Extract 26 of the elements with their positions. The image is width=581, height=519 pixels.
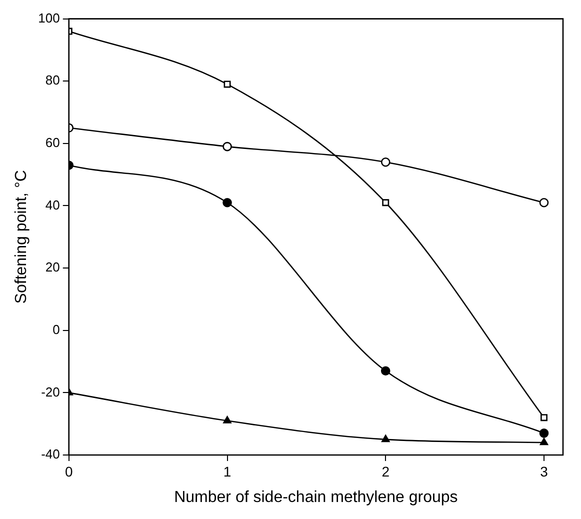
point — [539, 198, 549, 208]
point — [382, 434, 390, 442]
y-tick-label: 80 — [45, 72, 60, 88]
point — [380, 157, 390, 167]
point — [382, 199, 390, 206]
point — [222, 198, 232, 208]
x-tick-label: 2 — [382, 463, 390, 480]
x-axis-title: Number of side-chain methylene groups — [174, 488, 458, 506]
point — [540, 438, 548, 446]
y-tick-label: 100 — [38, 10, 60, 26]
y-tick-label: 0 — [52, 322, 60, 337]
point — [222, 142, 232, 152]
point — [380, 366, 390, 376]
y-tick-label: -40 — [41, 446, 60, 462]
x-tick-label: 3 — [540, 463, 548, 480]
point — [539, 428, 549, 438]
y-axis-title: Softening point, °C — [13, 170, 30, 304]
y-tick-label: -20 — [41, 384, 60, 400]
point — [223, 416, 232, 424]
y-tick-label: 20 — [45, 260, 60, 275]
point — [224, 80, 231, 88]
x-tick-label: 0 — [64, 463, 73, 480]
y-tick-label: 40 — [45, 197, 60, 212]
point — [540, 414, 548, 422]
x-tick-label: 1 — [223, 463, 232, 480]
y-tick-label: 60 — [45, 135, 60, 150]
